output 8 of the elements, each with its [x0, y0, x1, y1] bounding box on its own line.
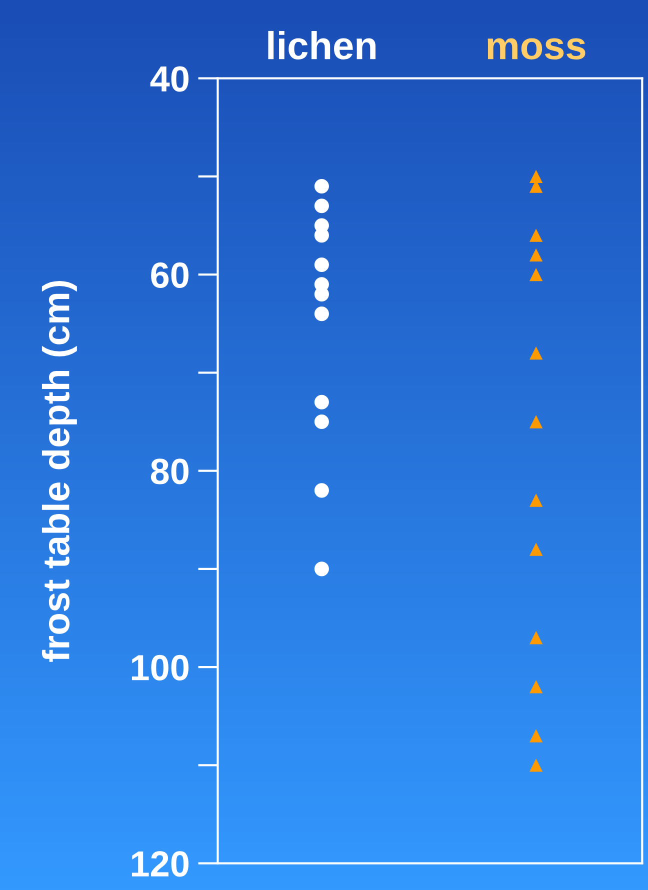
- y-axis-title: frost table depth (cm): [42, 280, 77, 662]
- y-tick-label: 60: [151, 262, 188, 288]
- y-tick-label: 120: [132, 851, 188, 877]
- y-tick-label: 40: [150, 66, 188, 92]
- y-tick-label: 100: [132, 654, 188, 680]
- x-tick-label: moss: [488, 38, 586, 60]
- x-tick-label: lichen: [268, 30, 376, 60]
- y-tick-label: 80: [150, 458, 188, 484]
